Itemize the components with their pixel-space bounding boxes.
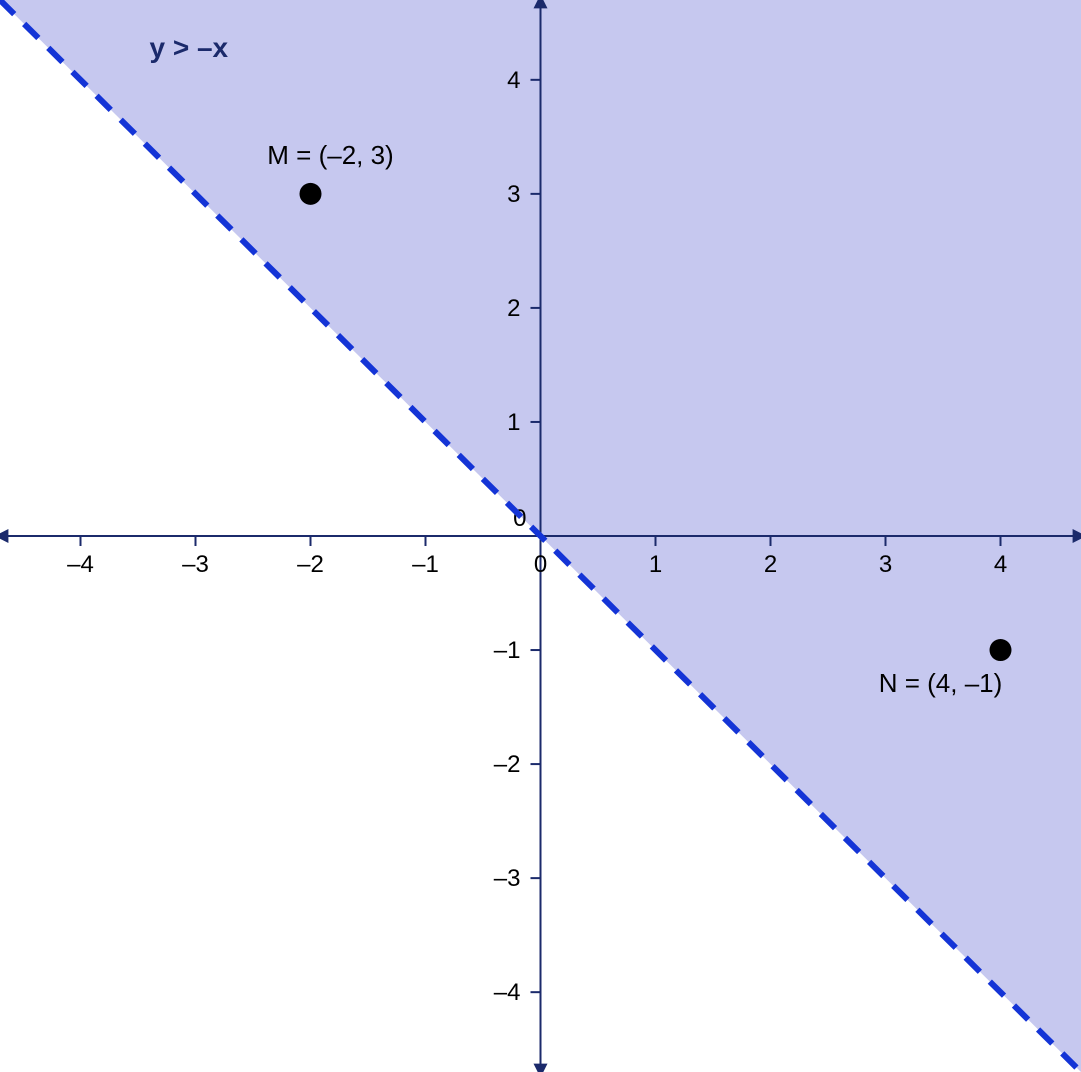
x-tick-label: –3 [182, 551, 209, 578]
x-tick-label: 0 [534, 551, 547, 578]
x-tick-label: –4 [67, 551, 94, 578]
point-label-n: N = (4, –1) [879, 668, 1003, 698]
y-tick-label: –4 [494, 979, 521, 1006]
y-tick-label: 2 [507, 295, 520, 322]
x-tick-label: 3 [879, 551, 892, 578]
x-tick-label: 4 [994, 551, 1007, 578]
y-tick-label: 1 [507, 409, 520, 436]
x-tick-label: –1 [412, 551, 439, 578]
x-tick-label: 2 [764, 551, 777, 578]
inequality-label: y > –x [150, 32, 229, 63]
y-tick-label: –1 [494, 637, 521, 664]
y-tick-label: –2 [494, 751, 521, 778]
y-tick-label: 3 [507, 181, 520, 208]
point-m [300, 183, 322, 205]
point-label-m: M = (–2, 3) [267, 140, 393, 170]
point-n [990, 639, 1012, 661]
x-tick-label: 1 [649, 551, 662, 578]
x-tick-label: –2 [297, 551, 324, 578]
inequality-chart: –4–3–2–101234–4–3–2–101234M = (–2, 3)N =… [0, 0, 1081, 1072]
y-tick-label: –3 [494, 865, 521, 892]
y-tick-label: 4 [507, 67, 520, 94]
